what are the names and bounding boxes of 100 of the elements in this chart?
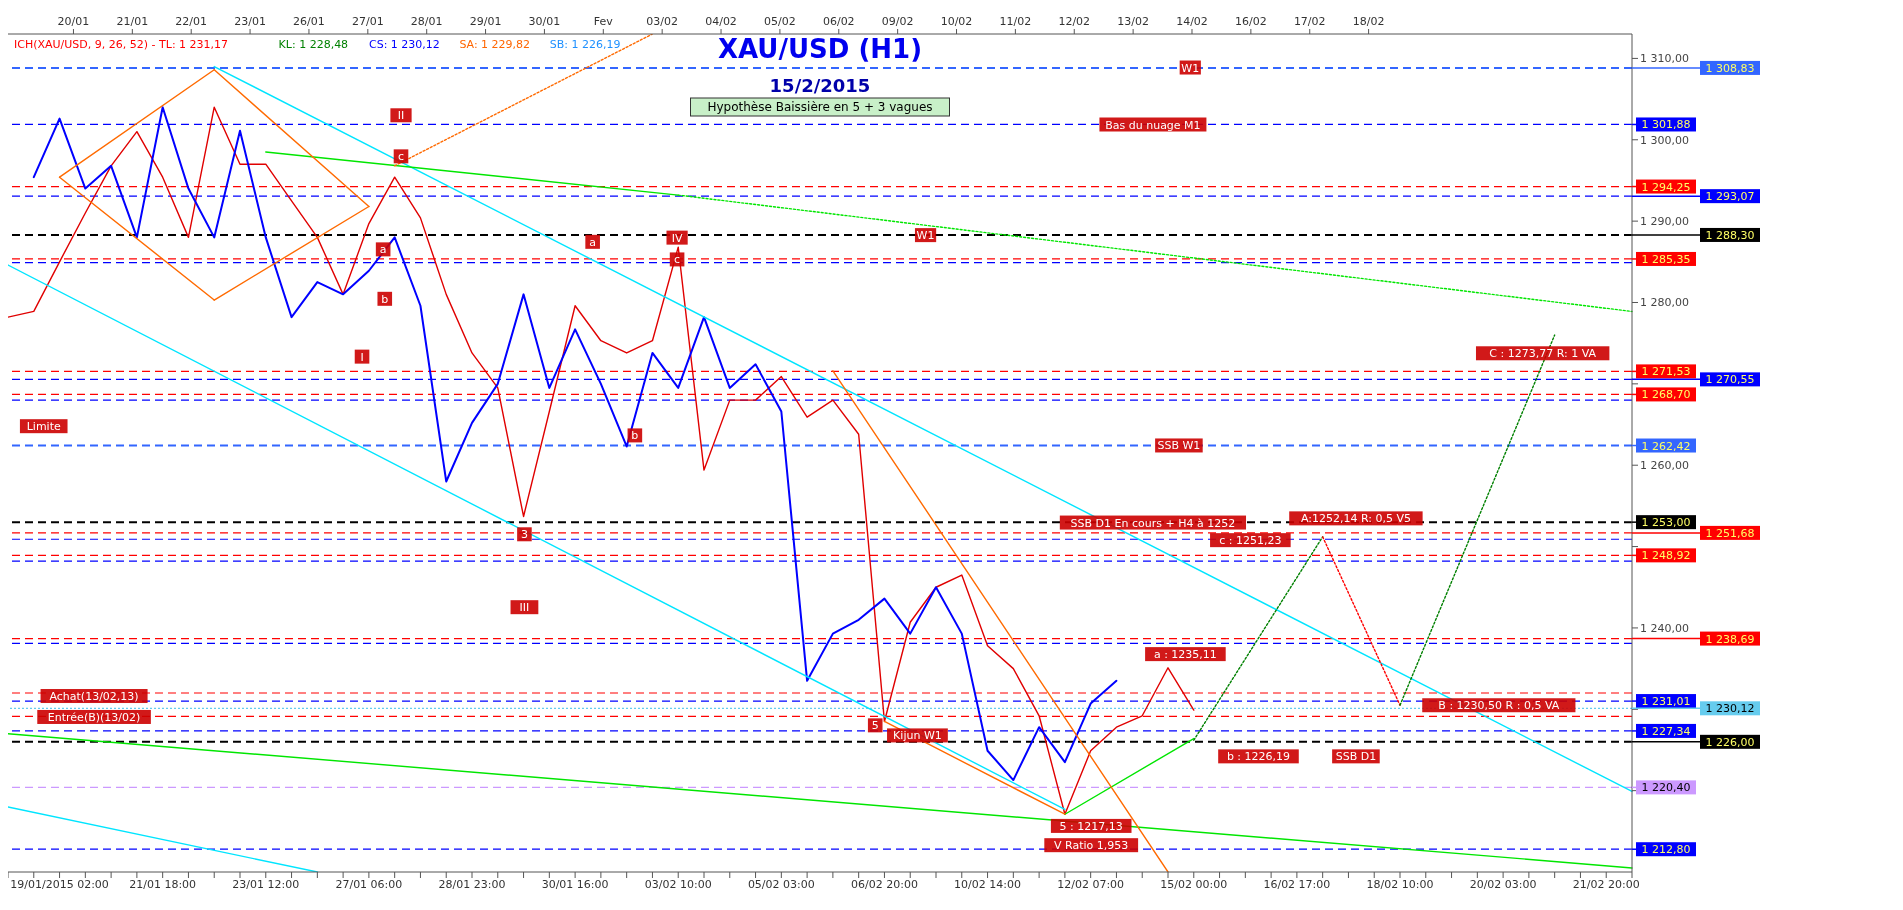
ref-line-label: 1 212,80	[1641, 843, 1691, 857]
ref-line-label: 1 301,88	[1641, 118, 1691, 132]
ref-line-label: 1 226,00	[1705, 735, 1755, 749]
annotation: c	[674, 253, 681, 267]
annotation: Limite	[26, 420, 61, 434]
annotation: W1	[916, 229, 935, 243]
text: 22/01	[175, 15, 208, 28]
text: 27/01	[351, 15, 384, 28]
ref-line-label: 1 230,12	[1705, 702, 1755, 716]
annotation: SSB W1	[1157, 439, 1201, 453]
ref-line-label: 1 293,07	[1705, 190, 1755, 204]
ref-line-label: 1 231,01	[1641, 695, 1691, 709]
x-tick-label: 06/02 20:00	[850, 877, 918, 891]
y-tick-label: 1 300,00	[1640, 133, 1689, 147]
annotation: a	[379, 243, 387, 257]
annotation: SA: 1 229,82	[459, 38, 531, 51]
x-tick-label: 21/02 20:00	[1572, 877, 1640, 891]
text: 23/01	[234, 15, 266, 28]
ref-line-label: 1 253,00	[1641, 516, 1691, 530]
text: 21/01	[116, 15, 149, 28]
ref-line-label: 1 270,55	[1705, 373, 1755, 387]
annotation: Hypothèse Baissière en 5 + 3 vagues	[707, 100, 933, 114]
x-tick-label: 18/02 10:00	[1366, 877, 1434, 891]
x-tick-label: 19/01/2015 02:00	[10, 877, 109, 891]
x-tick-label: 05/02 03:00	[747, 877, 815, 891]
annotation: III	[519, 601, 530, 615]
annotation: Kijun W1	[893, 729, 942, 743]
annotation: II	[397, 109, 405, 123]
x-tick-label: 10/02 14:00	[954, 877, 1022, 891]
text: 06/02	[822, 15, 855, 28]
text: 15/2/2015	[769, 75, 871, 96]
text: 03/02	[646, 15, 679, 28]
text: 11/02	[999, 15, 1032, 28]
annotation: KL: 1 228,48	[278, 38, 349, 51]
annotation: SSB D1 En cours + H4 à 1252	[1070, 516, 1236, 530]
text: 04/02	[705, 15, 737, 28]
ref-line-label: 1 285,35	[1641, 252, 1691, 266]
annotation: b	[631, 429, 639, 443]
chart-title: XAU/USD (H1)	[717, 34, 923, 64]
text: 16/02	[1235, 15, 1267, 28]
x-tick-label: 21/01 18:00	[129, 877, 197, 891]
annotation: Bas du nuage M1	[1105, 118, 1201, 132]
y-tick-label: 1 280,00	[1640, 296, 1689, 310]
x-tick-label: 30/01 16:00	[541, 877, 609, 891]
annotation: 5	[871, 719, 879, 733]
annotation: b : 1226,19	[1226, 750, 1291, 764]
text: 10/02	[940, 15, 973, 28]
ref-line-label: 1 220,40	[1641, 781, 1691, 795]
ref-line-label: 1 262,42	[1641, 439, 1691, 453]
x-tick-label: 03/02 10:00	[644, 877, 712, 891]
annotation: ICH(XAU/USD, 9, 26, 52) - TL: 1 231,17	[14, 38, 229, 51]
ref-line-label: 1 227,34	[1641, 724, 1691, 738]
annotation: Achat(13/02,13)	[49, 690, 139, 704]
annotation: b	[381, 292, 389, 306]
annotation: SSB D1	[1335, 750, 1377, 764]
y-tick-label: 1 240,00	[1640, 621, 1689, 635]
text: 18/02	[1352, 15, 1385, 28]
text: 20/01	[57, 15, 90, 28]
annotation: I	[360, 350, 364, 364]
y-tick-label: 1 310,00	[1640, 52, 1689, 66]
annotation: 3	[520, 528, 528, 542]
text: 26/01	[293, 15, 325, 28]
x-tick-label: 27/01 06:00	[335, 877, 403, 891]
text: 30/01	[528, 15, 561, 28]
y-tick-label: 1 290,00	[1640, 215, 1689, 229]
x-tick-label: 12/02 07:00	[1057, 877, 1125, 891]
ref-line-label: 1 251,68	[1705, 526, 1755, 540]
ref-line-label: 1 238,69	[1705, 632, 1755, 646]
annotation: A:1252,14 R: 0,5 V5	[1300, 512, 1411, 526]
ref-line-label: 1 271,53	[1641, 365, 1691, 379]
ref-line-label: 1 268,70	[1641, 388, 1691, 402]
x-tick-label: 28/01 23:00	[438, 877, 506, 891]
x-tick-label: 15/02 00:00	[1160, 877, 1228, 891]
annotation: Entrée(B)(13/02)	[47, 710, 141, 724]
ref-line-label: 1 294,25	[1641, 180, 1691, 194]
ref-line-label: 1 248,92	[1641, 549, 1691, 563]
text: 14/02	[1176, 15, 1208, 28]
ref-line-label: 1 288,30	[1705, 228, 1755, 242]
annotation: V Ratio 1,953	[1054, 839, 1129, 853]
annotation: SB: 1 226,19	[549, 38, 621, 51]
annotation: C : 1273,77 R: 1 VA	[1489, 347, 1597, 361]
x-tick-label: 16/02 17:00	[1263, 877, 1331, 891]
annotation: W1	[1181, 61, 1200, 75]
text: 17/02	[1293, 15, 1326, 28]
text: Fev	[593, 15, 614, 28]
x-tick-label: 20/02 03:00	[1469, 877, 1537, 891]
text: 28/01	[410, 15, 443, 28]
text: 05/02	[764, 15, 796, 28]
text: 29/01	[469, 15, 502, 28]
annotation: a	[589, 235, 597, 249]
text: 09/02	[881, 15, 914, 28]
annotation: c : 1251,23	[1219, 534, 1282, 548]
text: 12/02	[1058, 15, 1091, 28]
annotation: B : 1230,50 R : 0,5 VA	[1438, 699, 1560, 713]
annotation: CS: 1 230,12	[369, 38, 440, 51]
annotation: 5 : 1217,13	[1059, 819, 1123, 833]
annotation: c	[397, 150, 405, 164]
annotation: IV	[671, 231, 683, 245]
annotation: a : 1235,11	[1153, 648, 1217, 662]
y-tick-label: 1 260,00	[1640, 459, 1689, 473]
